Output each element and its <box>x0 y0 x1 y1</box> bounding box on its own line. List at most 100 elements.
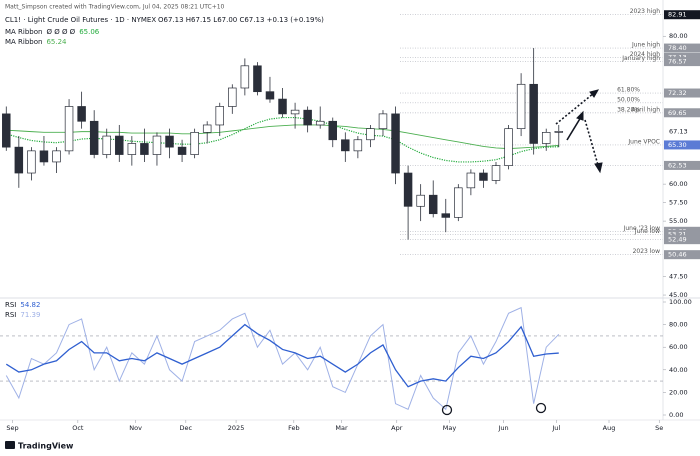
candle-body <box>516 83 526 130</box>
candle-body <box>491 165 501 181</box>
x-tick-label: 2025 <box>228 424 245 432</box>
candle-body <box>366 128 375 141</box>
level-note: 2023 low <box>633 248 661 255</box>
x-tick-label: May <box>443 424 457 432</box>
legend-value: 65.06 <box>79 28 100 36</box>
candle-body <box>165 135 174 148</box>
y-tick-label: 45.00 <box>669 291 688 299</box>
candle-body <box>428 194 438 215</box>
candle-body <box>290 109 300 115</box>
candle-body <box>127 143 137 155</box>
level-label-box <box>664 160 700 170</box>
candle-body <box>240 65 250 89</box>
legend-value: 71.39 <box>20 311 40 319</box>
level-note: April high <box>631 106 660 113</box>
level-note: 2024 high <box>630 51 660 58</box>
level-note: 61.80% <box>617 87 640 94</box>
y-tick-label: 55.00 <box>669 217 688 225</box>
rsi-circle <box>535 402 547 414</box>
x-tick-label: Dec <box>180 424 193 432</box>
candle-body <box>89 120 99 155</box>
candle-body <box>403 172 413 207</box>
candle-body <box>77 106 86 122</box>
candle-body <box>2 113 11 148</box>
level-label: 53.21 <box>668 230 687 238</box>
chart-title: CL1! · Light Crude Oil Futures · 1D · NY… <box>5 16 156 24</box>
y-tick-label: 100.00 <box>669 298 692 306</box>
level-label: 76.57 <box>668 58 687 66</box>
candle-body <box>416 194 425 207</box>
y-tick-label: 40.00 <box>669 366 688 374</box>
level-label-box <box>664 57 700 67</box>
level-label-box <box>664 229 700 239</box>
legend-value: 65.24 <box>46 38 67 46</box>
x-tick-label: Oct <box>72 424 84 432</box>
level-label: 72.32 <box>668 89 687 97</box>
arrow-up-solid <box>566 116 582 141</box>
level-label: 50.46 <box>668 251 687 259</box>
y-tick-label: 57.50 <box>669 199 688 207</box>
candle-body <box>228 87 237 107</box>
legend-entry: RSI 54.82 <box>5 301 40 309</box>
legend-entry: RSI 71.39 <box>5 311 40 319</box>
attribution: Matt_Simpson created with TradingView.co… <box>5 4 225 11</box>
level-label-box <box>664 43 700 53</box>
candle-body <box>466 172 476 189</box>
candle-body <box>328 120 337 141</box>
level-label: 65.30 <box>668 141 687 149</box>
y-tick-label: 0.00 <box>669 411 683 419</box>
candle-body <box>140 143 149 155</box>
arrow-up-dotted <box>555 92 595 125</box>
arrow-head <box>589 89 600 98</box>
level-label: 82.91 <box>668 11 687 19</box>
candle-body <box>341 139 350 152</box>
level-note: 38.20% <box>617 106 640 113</box>
x-tick-label: Feb <box>288 424 300 432</box>
plot-layer: 45.00 47.50 55.00 57.50 60.00 80.00 2023 high 8… <box>0 8 700 432</box>
level-label-box <box>664 10 700 20</box>
candle-body <box>441 213 451 218</box>
candle-body <box>504 128 513 166</box>
y-tick-label: 80.00 <box>669 32 688 40</box>
legend-value: 54.82 <box>20 301 40 309</box>
y-tick-label: 20.00 <box>669 388 688 396</box>
annotations <box>441 89 603 416</box>
candle-body <box>391 113 400 174</box>
candle-body <box>454 187 463 218</box>
legend-name: MA Ribbon <box>5 28 42 36</box>
legend-name: RSI <box>5 301 16 309</box>
y-tick-label: 60.00 <box>669 343 688 351</box>
level-label: 69.65 <box>668 109 687 117</box>
level-label-box <box>664 88 700 98</box>
level-label: 78.40 <box>668 44 687 52</box>
rsi-circle <box>441 404 453 416</box>
candle-body <box>215 106 224 126</box>
candle-body <box>353 139 363 152</box>
y-tick-label: 80.00 <box>669 321 688 329</box>
candle-body <box>278 98 287 115</box>
y-tick-label: 47.50 <box>669 273 688 281</box>
candle-body <box>315 120 325 126</box>
candle-body <box>115 135 124 155</box>
y-tick-label: 60.00 <box>669 180 688 188</box>
candle-body <box>303 109 312 126</box>
level-label-box <box>664 140 700 150</box>
level-label-box <box>664 108 700 118</box>
x-tick-label: Nov <box>129 424 142 432</box>
level-label-box <box>664 250 700 260</box>
footer-brand: TradingView <box>18 442 74 451</box>
x-tick-label: Se <box>655 424 663 432</box>
candle-body <box>479 172 488 181</box>
arrow-head <box>594 162 603 174</box>
legend-params: Ø Ø Ø Ø <box>46 28 75 36</box>
candle-body <box>102 135 111 155</box>
candle-body <box>378 113 388 130</box>
level-note: June low <box>634 228 660 235</box>
candle-body <box>265 91 275 100</box>
x-tick-label: Jun <box>497 424 508 432</box>
x-tick-label: Sep <box>6 424 18 432</box>
legend-name: RSI <box>5 311 16 319</box>
series-line <box>5 306 560 411</box>
